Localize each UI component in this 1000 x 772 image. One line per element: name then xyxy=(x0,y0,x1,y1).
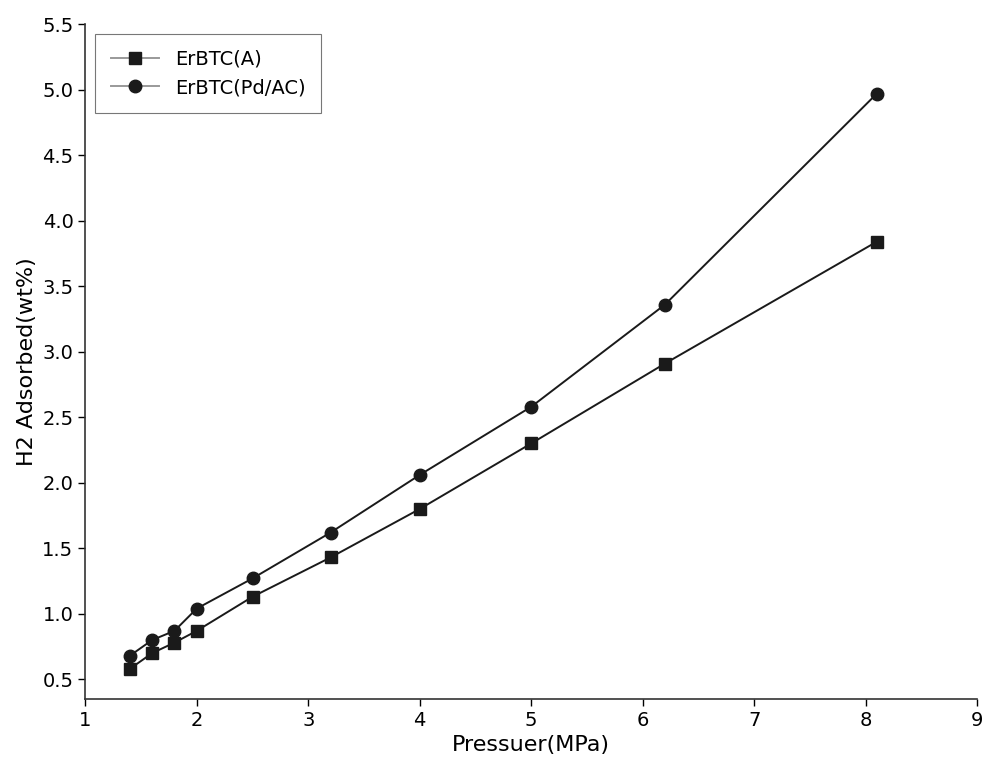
Line: ErBTC(A): ErBTC(A) xyxy=(124,235,883,675)
ErBTC(Pd/AC) xyxy=(124,651,136,660)
ErBTC(A) xyxy=(525,438,537,448)
ErBTC(A) xyxy=(659,359,671,368)
ErBTC(Pd/AC) xyxy=(325,528,337,537)
ErBTC(A) xyxy=(325,553,337,562)
ErBTC(A) xyxy=(247,592,259,601)
ErBTC(A) xyxy=(191,626,203,635)
ErBTC(Pd/AC) xyxy=(871,89,883,98)
ErBTC(A) xyxy=(168,638,180,647)
X-axis label: Pressuer(MPa): Pressuer(MPa) xyxy=(452,736,610,755)
ErBTC(A) xyxy=(124,664,136,673)
ErBTC(A) xyxy=(871,237,883,246)
ErBTC(Pd/AC) xyxy=(659,300,671,310)
ErBTC(A) xyxy=(414,504,426,513)
Y-axis label: H2 Adsorbed(wt%): H2 Adsorbed(wt%) xyxy=(17,257,37,466)
ErBTC(Pd/AC) xyxy=(191,604,203,613)
ErBTC(Pd/AC) xyxy=(525,402,537,411)
ErBTC(Pd/AC) xyxy=(168,626,180,635)
ErBTC(A) xyxy=(146,648,158,658)
Legend: ErBTC(A), ErBTC(Pd/AC): ErBTC(A), ErBTC(Pd/AC) xyxy=(95,34,321,113)
ErBTC(Pd/AC) xyxy=(146,635,158,645)
Line: ErBTC(Pd/AC): ErBTC(Pd/AC) xyxy=(124,87,883,662)
ErBTC(Pd/AC) xyxy=(414,470,426,479)
ErBTC(Pd/AC) xyxy=(247,574,259,583)
